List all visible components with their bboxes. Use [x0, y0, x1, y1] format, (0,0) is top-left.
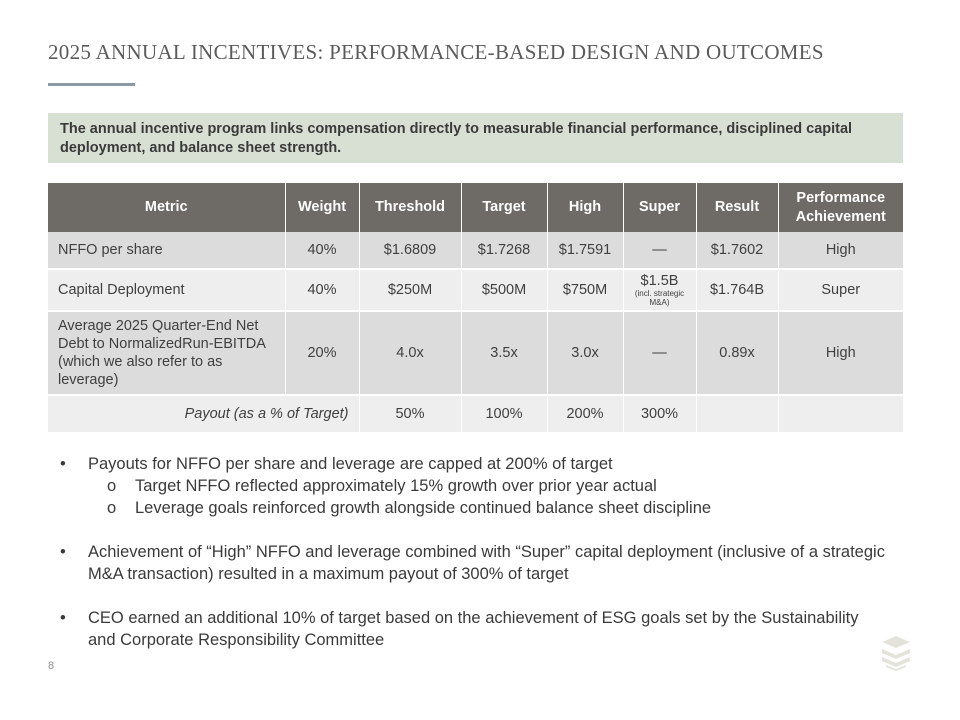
- bullet-marker: •: [60, 609, 66, 627]
- header-target: Target: [461, 183, 548, 232]
- cell-weight: 20%: [285, 311, 360, 396]
- cell-super: —: [623, 311, 697, 396]
- cell-threshold: $250M: [359, 269, 462, 312]
- payout-high: 200%: [547, 395, 624, 434]
- cell-achievement: High: [778, 311, 903, 396]
- cell-result: 0.89x: [696, 311, 779, 396]
- sub-bullet-item: o Target NFFO reflected approximately 15…: [60, 475, 890, 497]
- cell-high: $1.7591: [547, 232, 624, 270]
- table-header-row: Metric Weight Threshold Target High Supe…: [48, 183, 903, 232]
- sub-bullet-text: Leverage goals reinforced growth alongsi…: [135, 499, 712, 517]
- table-row: Capital Deployment 40% $250M $500M $750M…: [48, 269, 903, 312]
- header-super: Super: [623, 183, 697, 232]
- bullet-item: • CEO earned an additional 10% of target…: [60, 607, 890, 651]
- sub-bullet-item: o Leverage goals reinforced growth along…: [60, 497, 890, 519]
- payout-row: Payout (as a % of Target) 50% 100% 200% …: [48, 395, 903, 434]
- cell-target: $1.7268: [461, 232, 548, 270]
- cell-target: $500M: [461, 269, 548, 312]
- table-row: Average 2025 Quarter-End Net Debt to Nor…: [48, 311, 903, 396]
- slide-title: 2025 ANNUAL INCENTIVES: PERFORMANCE-BASE…: [48, 40, 824, 64]
- cell-high: 3.0x: [547, 311, 624, 396]
- payout-threshold: 50%: [359, 395, 462, 434]
- bullet-marker: •: [60, 455, 66, 473]
- page-number: 8: [48, 660, 55, 672]
- bullet-text: CEO earned an additional 10% of target b…: [88, 609, 859, 649]
- bullet-list: • Payouts for NFFO per share and leverag…: [60, 453, 890, 651]
- cell-super: $1.5B (incl. strategic M&A): [623, 269, 697, 312]
- title-underline: [48, 83, 135, 86]
- cell-achievement: Super: [778, 269, 903, 312]
- header-weight: Weight: [285, 183, 360, 232]
- cell-threshold: $1.6809: [359, 232, 462, 270]
- header-metric: Metric: [48, 183, 286, 232]
- header-threshold: Threshold: [359, 183, 462, 232]
- bullet-text: Payouts for NFFO per share and leverage …: [88, 455, 613, 473]
- cell-super-value: $1.5B: [640, 272, 679, 289]
- cell-metric: Capital Deployment: [48, 269, 286, 312]
- cell-result: $1.7602: [696, 232, 779, 270]
- sub-bullet-marker: o: [107, 477, 117, 495]
- cell-result: $1.764B: [696, 269, 779, 312]
- header-high: High: [547, 183, 624, 232]
- cell-metric: NFFO per share: [48, 232, 286, 270]
- incentive-table: Metric Weight Threshold Target High Supe…: [48, 183, 903, 434]
- payout-label: Payout (as a % of Target): [48, 395, 360, 434]
- sub-bullet-marker: o: [107, 499, 117, 517]
- cell-weight: 40%: [285, 232, 360, 270]
- payout-super: 300%: [623, 395, 697, 434]
- payout-result-empty: [696, 395, 779, 434]
- summary-callout: The annual incentive program links compe…: [48, 113, 903, 163]
- bullet-item: • Achievement of “High” NFFO and leverag…: [60, 541, 890, 585]
- cell-threshold: 4.0x: [359, 311, 462, 396]
- cell-metric: Average 2025 Quarter-End Net Debt to Nor…: [48, 311, 286, 396]
- cell-super-note: (incl. strategic M&A): [634, 288, 685, 307]
- sub-bullet-text: Target NFFO reflected approximately 15% …: [135, 477, 657, 495]
- cell-high: $750M: [547, 269, 624, 312]
- bullet-marker: •: [60, 543, 66, 561]
- stacked-chevrons-logo-icon: [882, 636, 910, 671]
- cell-super: —: [623, 232, 697, 270]
- bullet-item: • Payouts for NFFO per share and leverag…: [60, 453, 890, 475]
- payout-target: 100%: [461, 395, 548, 434]
- bullet-text: Achievement of “High” NFFO and leverage …: [88, 543, 885, 583]
- cell-achievement: High: [778, 232, 903, 270]
- cell-target: 3.5x: [461, 311, 548, 396]
- payout-achievement-empty: [778, 395, 903, 434]
- header-result: Result: [696, 183, 779, 232]
- table-row: NFFO per share 40% $1.6809 $1.7268 $1.75…: [48, 232, 903, 270]
- cell-weight: 40%: [285, 269, 360, 312]
- header-achievement: Performance Achievement: [778, 183, 903, 232]
